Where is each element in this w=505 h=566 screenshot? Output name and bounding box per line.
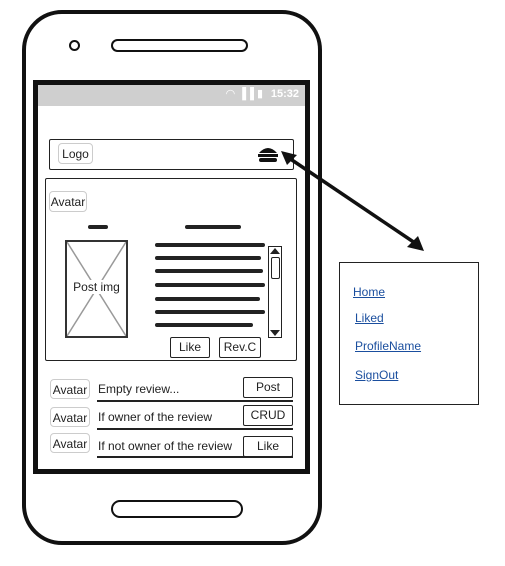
review-input[interactable]: Empty review... xyxy=(98,382,180,396)
post-title-scribble xyxy=(185,225,241,229)
scroll-up-icon[interactable] xyxy=(270,248,280,254)
scroll-down-icon[interactable] xyxy=(270,330,280,336)
status-time: 15:32 xyxy=(270,88,299,100)
post-text-line xyxy=(155,243,265,247)
menu-item-liked[interactable]: Liked xyxy=(355,311,384,325)
review-underline xyxy=(97,428,293,430)
post-like-button[interactable]: Like xyxy=(170,337,210,358)
camera-icon xyxy=(69,40,80,51)
menu-item-home[interactable]: Home xyxy=(353,285,386,299)
status-icons: ◠ ▐▐ ▮ xyxy=(225,88,263,100)
review-post-button[interactable]: Post xyxy=(243,377,293,398)
review-like-button[interactable]: Like xyxy=(243,436,293,457)
post-text-line xyxy=(155,256,261,260)
post-author-scribble xyxy=(88,225,108,229)
post-text-line xyxy=(155,283,265,287)
nav-menu: Home Liked ProfileName SignOut xyxy=(339,262,479,405)
post-image-label: Post img xyxy=(67,280,126,294)
status-bar: ◠ ▐▐ ▮ 15:32 xyxy=(38,85,305,106)
review-avatar[interactable]: Avatar xyxy=(50,379,90,399)
review-text: If not owner of the review xyxy=(98,439,233,453)
home-button[interactable] xyxy=(111,500,243,518)
hamburger-icon[interactable] xyxy=(257,145,279,163)
post-text-line xyxy=(155,269,263,273)
review-underline xyxy=(97,456,293,458)
post-text-line xyxy=(155,323,253,327)
speaker-grille xyxy=(111,39,248,52)
post-text-line xyxy=(155,297,260,301)
review-crud-button[interactable]: CRUD xyxy=(243,405,293,426)
logo[interactable]: Logo xyxy=(58,143,93,164)
review-avatar[interactable]: Avatar xyxy=(50,407,90,427)
post-text-scrollbar[interactable] xyxy=(268,246,282,338)
review-avatar[interactable]: Avatar xyxy=(50,433,90,453)
menu-item-profile[interactable]: ProfileName xyxy=(355,339,422,353)
scroll-thumb[interactable] xyxy=(271,257,280,279)
menu-item-signout[interactable]: SignOut xyxy=(355,368,399,382)
post-text-line xyxy=(155,310,265,314)
post-reviews-button[interactable]: Rev.C xyxy=(219,337,261,358)
review-underline xyxy=(97,400,293,402)
post-avatar[interactable]: Avatar xyxy=(49,191,87,212)
post-card xyxy=(45,178,297,361)
review-text: If owner of the review xyxy=(98,410,213,424)
